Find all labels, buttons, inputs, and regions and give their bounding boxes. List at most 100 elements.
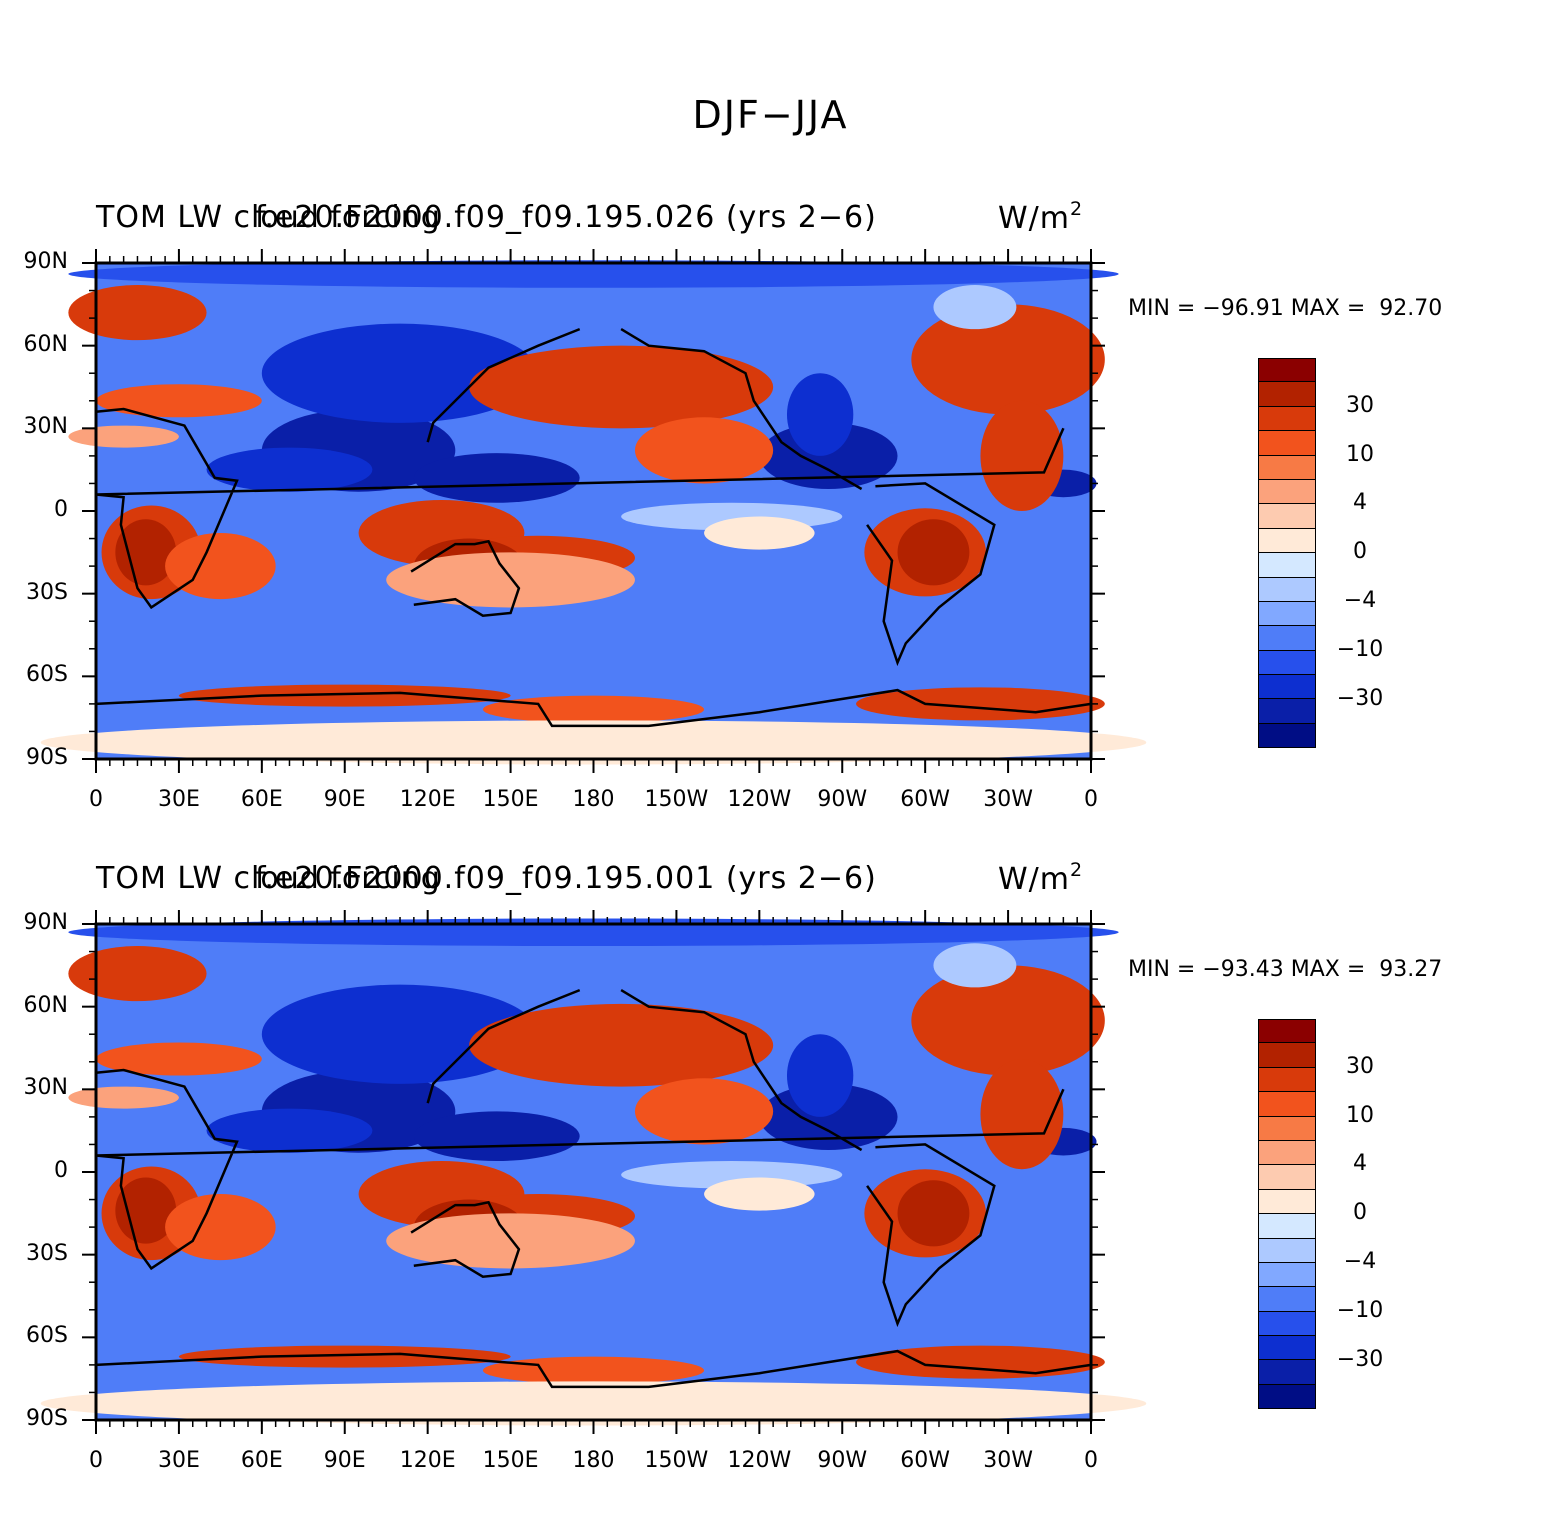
colorbar-label: 0: [1353, 539, 1367, 565]
colorbar: [1258, 358, 1316, 749]
y-tick-label: 90N: [23, 249, 68, 274]
colorbar-segment: [1258, 601, 1316, 627]
contour-region: [413, 1111, 580, 1161]
coastline: [95, 688, 1092, 728]
y-tick-label: 30S: [26, 579, 68, 605]
colorbar-segment: [1258, 1116, 1316, 1141]
contour-region: [856, 1345, 1105, 1379]
y-tick-label: 90S: [26, 1406, 68, 1431]
colorbar: [1258, 1019, 1316, 1410]
contour-region: [206, 447, 373, 492]
x-tick-label: 60W: [900, 787, 951, 812]
colorbar-frame: [1258, 1019, 1316, 1410]
contour-region: [178, 1345, 511, 1368]
x-tick-label: 120W: [727, 787, 792, 812]
panel-units: W/m2: [998, 859, 1084, 897]
coastlines: [95, 988, 1092, 1389]
x-tick-label: 150W: [644, 787, 709, 812]
colorbar-label: 4: [1353, 1151, 1367, 1177]
contour-region: [980, 1059, 1064, 1170]
colorbar-label: 10: [1346, 441, 1374, 467]
contour-region: [634, 417, 774, 484]
y-tick-label: 60S: [26, 1323, 68, 1349]
map-panel-1: TOM LW cloud forcing f.e20.F2000.f09_f09.…: [0, 0, 1541, 812]
colorbar-label: 10: [1346, 1102, 1374, 1128]
x-tick-label: 60W: [900, 1448, 951, 1473]
panel-left-title: TOM LW cloud forcing: [96, 861, 441, 896]
coastline: [410, 1200, 521, 1278]
x-tick-label: 30E: [157, 787, 200, 812]
x-tick-label: 90E: [323, 787, 366, 812]
colorbar-segment: [1258, 528, 1316, 554]
y-tick-label: 60N: [23, 331, 68, 357]
x-tick-label: 30W: [983, 1448, 1033, 1473]
contour-region: [786, 373, 854, 456]
contour-region: [261, 984, 539, 1084]
contour-region: [897, 519, 970, 586]
coastline: [620, 989, 863, 1152]
colorbar-segment: [1258, 1214, 1316, 1239]
y-tick-label: 60N: [23, 992, 68, 1018]
colorbar-segment: [1258, 1336, 1316, 1361]
x-tick-label: 150E: [482, 787, 539, 812]
min-max-label: MIN = −93.43 MAX = 93.27: [1128, 957, 1443, 982]
x-tick-label: 0: [1084, 1448, 1098, 1473]
colorbar-segment: [1258, 406, 1316, 432]
x-tick-label: 180: [572, 787, 615, 812]
x-tick-label: 150E: [482, 1448, 539, 1473]
y-tick-label: 90N: [23, 910, 68, 935]
coastline: [620, 328, 863, 491]
x-tick-label: 120E: [399, 1448, 456, 1473]
contour-region: [178, 684, 511, 707]
coastline: [95, 407, 1065, 610]
colorbar-segment: [1258, 577, 1316, 602]
colorbar-label: −4: [1343, 1249, 1377, 1274]
min-max-label: MIN = −96.91 MAX = 92.70: [1128, 296, 1443, 321]
contour-region: [206, 1108, 373, 1153]
panel-center-title: f.e20.F2000.f09_f09.195.026 (yrs 2−6): [255, 200, 877, 235]
colorbar-label: −30: [1336, 1346, 1384, 1372]
colorbar-label: −4: [1343, 588, 1377, 613]
x-tick-label: 90W: [817, 787, 868, 812]
coastline: [866, 1143, 996, 1328]
contour-region: [68, 285, 207, 341]
contour-region: [40, 1381, 1147, 1426]
contour-region: [482, 695, 705, 724]
x-tick-label: 30W: [983, 787, 1033, 812]
colorbar-segment: [1258, 1189, 1316, 1215]
colorbar-segment: [1258, 1019, 1316, 1044]
coastline: [426, 327, 581, 443]
contour-region: [96, 1042, 262, 1076]
coastline: [410, 539, 521, 617]
x-tick-label: 30E: [157, 1448, 200, 1473]
colorbar-segment: [1258, 479, 1316, 505]
contour-region: [115, 519, 177, 586]
colorbar-segment: [1258, 1092, 1316, 1117]
contour-region: [980, 400, 1064, 511]
colorbar-segment: [1258, 1043, 1316, 1068]
x-tick-label: 0: [89, 1448, 103, 1473]
map-panel-2: TOM LW cloud forcing f.e20.F2000.f09_f09.…: [0, 0, 1541, 1473]
contour-region: [413, 453, 580, 503]
colorbar-label: 30: [1346, 1053, 1374, 1079]
contour-region: [911, 304, 1105, 415]
contour-region: [786, 1034, 854, 1117]
coastlines: [95, 327, 1092, 728]
x-tick-label: 120W: [727, 1448, 792, 1473]
contour-region: [704, 1177, 815, 1211]
contour-region: [911, 965, 1105, 1076]
colorbar-segment: [1258, 1262, 1316, 1288]
map-plot: [40, 910, 1147, 1434]
panel-units: W/m2: [998, 198, 1084, 236]
contour-region: [68, 946, 207, 1002]
x-tick-label: 60E: [240, 1448, 283, 1473]
x-tick-label: 60E: [240, 787, 283, 812]
colorbar-segment: [1258, 699, 1316, 724]
colorbar-segment: [1258, 382, 1316, 407]
x-tick-label: 90W: [817, 1448, 868, 1473]
colorbar-segment: [1258, 1238, 1316, 1263]
colorbar-segment: [1258, 1140, 1316, 1166]
colorbar-segment: [1258, 504, 1316, 529]
y-tick-label: 30N: [23, 414, 68, 440]
colorbar-segment: [1258, 1067, 1316, 1093]
